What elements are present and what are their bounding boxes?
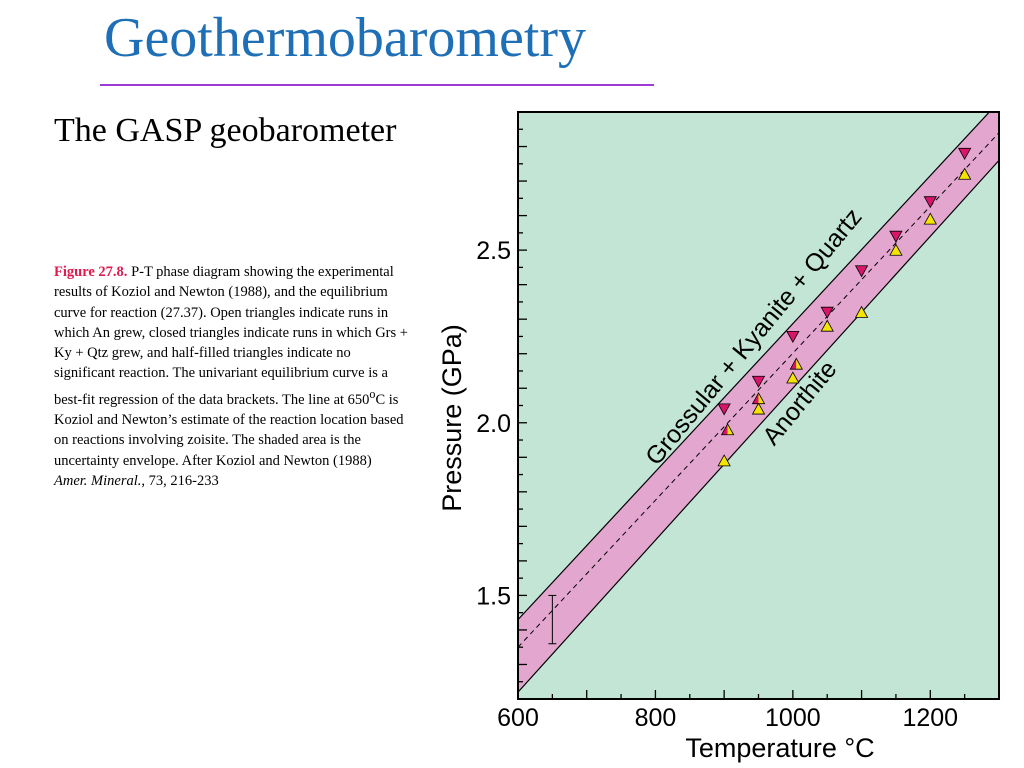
marker-grs-ky-qtz: [717, 403, 731, 416]
data-points: [717, 147, 972, 467]
figure-caption: Figure 27.8. P-T phase diagram showing t…: [54, 262, 408, 491]
marker-anorthite: [957, 167, 972, 180]
slide-subtitle: The GASP geobarometer: [54, 112, 397, 149]
x-axis-label: Temperature °C: [685, 733, 874, 763]
x-tick-label: 1000: [765, 704, 821, 732]
x-axis-ticks: 600 800 1000 1200: [497, 690, 1000, 732]
y-axis-label: Pressure (GPa): [437, 324, 467, 512]
caption-text-3: , 73, 216-233: [141, 472, 219, 489]
marker-anorthite: [820, 319, 834, 332]
marker-anorthite: [786, 371, 800, 384]
y-tick-label: 2.0: [476, 410, 511, 438]
marker-anorthite: [923, 212, 937, 225]
marker-anorthite: [854, 305, 869, 318]
x-tick-label: 800: [635, 704, 677, 732]
x-tick-label: 1200: [902, 704, 958, 732]
marker-grs-ky-qtz: [854, 265, 869, 278]
degree-superscript: o: [369, 386, 376, 401]
y-tick-label: 2.5: [476, 237, 511, 265]
title-underline: [100, 84, 654, 86]
marker-no-reaction: [751, 392, 766, 405]
marker-no-reaction: [789, 357, 803, 370]
marker-anorthite: [751, 402, 766, 415]
equilibrium-curve: [518, 132, 999, 648]
marker-grs-ky-qtz: [820, 306, 834, 319]
marker-grs-ky-qtz: [957, 147, 972, 160]
marker-anorthite: [717, 454, 731, 467]
marker-anorthite: [889, 243, 903, 256]
figure-label: Figure 27.8.: [54, 264, 128, 280]
caption-text-2: C is Koziol and Newton’s estimate of the…: [54, 391, 404, 469]
slide-title: Geothermobarometry: [104, 7, 587, 69]
journal-name: Amer. Mineral.: [54, 472, 142, 489]
marker-grs-ky-qtz: [751, 375, 766, 388]
x-tick-label: 600: [497, 704, 539, 732]
marker-no-reaction: [720, 423, 735, 436]
marker-grs-ky-qtz: [786, 330, 800, 343]
y-axis-ticks: 1.5 2.0 2.5: [476, 111, 527, 700]
caption-text-1: P-T phase diagram showing the experiment…: [54, 264, 408, 408]
marker-grs-ky-qtz: [889, 230, 903, 243]
marker-grs-ky-qtz: [923, 196, 937, 209]
y-tick-label: 1.5: [476, 582, 511, 610]
